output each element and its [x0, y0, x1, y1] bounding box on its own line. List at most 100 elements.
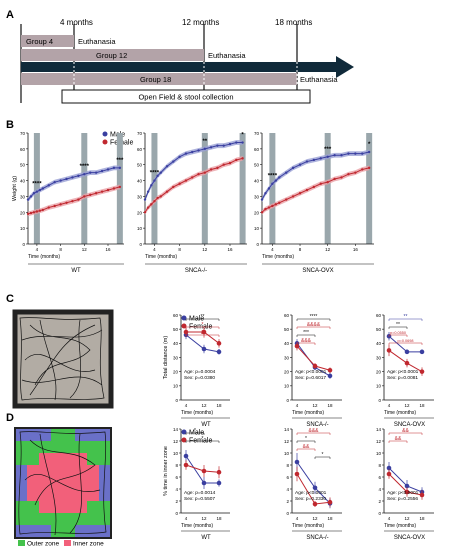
female-point	[216, 469, 222, 475]
male-point	[146, 190, 150, 193]
male-point	[165, 165, 169, 168]
male-point	[264, 192, 267, 195]
significance-bracket	[388, 342, 423, 345]
x-tick-label: 4	[388, 403, 391, 408]
legend-female-marker	[181, 323, 187, 329]
male-point	[361, 152, 364, 155]
x-tick-label: 18	[327, 516, 333, 521]
y-tick-label: 2	[175, 499, 178, 504]
male-point	[159, 171, 162, 174]
y-tick-label: 30	[173, 355, 179, 360]
x-tick-label: 4	[388, 516, 391, 521]
group-12-bar	[21, 49, 204, 61]
outer-zone-right-patch	[99, 465, 111, 501]
y-tick-label: 20	[376, 369, 382, 374]
stats-text: Age: p<0.0001	[387, 490, 419, 496]
y-tick-label: 4	[175, 487, 178, 492]
male-point	[294, 459, 300, 465]
group-label: WT	[71, 268, 81, 274]
y-tick-label: 30	[20, 194, 26, 199]
outer-zone-top-patch	[27, 428, 51, 441]
male-line	[27, 167, 120, 200]
time-bar	[33, 133, 40, 244]
movement-trace-d	[18, 431, 107, 536]
significance-text: **	[396, 322, 400, 328]
y-tick-label: 10	[284, 451, 290, 456]
x-tick-label: 12	[202, 247, 208, 252]
female-point	[165, 190, 169, 193]
x-tick-label: 16	[227, 247, 233, 252]
male-point	[271, 182, 274, 185]
y-tick-label: 0	[286, 398, 289, 403]
movement-trace-c	[19, 317, 105, 401]
significance-stars: ***	[324, 147, 332, 153]
female-point	[419, 492, 425, 498]
male-point	[26, 198, 30, 201]
significance-text: *	[194, 428, 196, 434]
x-tick-label: 12	[82, 247, 88, 252]
stats-text: Sex: p=0.2556	[387, 496, 418, 502]
female-point	[150, 203, 153, 206]
male-point	[83, 173, 86, 176]
x-axis-label: Time (months)	[384, 523, 416, 529]
x-tick-label: 12	[325, 247, 331, 252]
female-point	[183, 329, 189, 335]
y-tick-label: 60	[173, 313, 179, 318]
group-18-bar	[21, 73, 297, 85]
male-point	[41, 187, 45, 190]
female-point	[156, 196, 159, 200]
time-bar	[324, 133, 331, 244]
y-tick-label: 70	[254, 131, 260, 136]
male-point	[89, 171, 92, 174]
y-tick-label: 50	[20, 163, 26, 168]
female-point	[203, 171, 207, 174]
y-tick-label: 12	[284, 439, 290, 444]
female-point	[386, 348, 392, 353]
y-tick-label: 40	[376, 341, 382, 346]
male-point	[71, 176, 74, 179]
y-tick-label: 14	[284, 427, 290, 432]
x-tick-label: 8	[59, 247, 62, 252]
y-tick-label: 2	[378, 499, 381, 504]
female-point	[191, 176, 194, 179]
female-point	[354, 171, 357, 174]
inner-zone-cross	[27, 465, 99, 501]
y-tick-label: 40	[173, 341, 179, 346]
outer-zone-bottom-patch	[27, 525, 51, 538]
weight-chart-snca-ko: 0 10 20 30 40 50 60 70 4 8 12 16 Time (months) SNCA-/…	[137, 131, 247, 274]
male-point	[153, 179, 156, 182]
euthanasia-label-18: Euthanasia	[300, 75, 338, 84]
male-point	[201, 480, 207, 486]
female-point	[83, 195, 86, 198]
weight-chart-wt: 0 10 20 30 40 50 60 70 4 8 12 16 Weight (g) Time (mon…	[12, 131, 124, 274]
x-tick-label: 16	[105, 247, 111, 252]
female-point	[38, 209, 42, 212]
y-tick-label: 10	[173, 451, 179, 456]
x-axis-label: Time (months)	[384, 410, 416, 416]
y-tick-label: 50	[254, 163, 260, 168]
stats-text: Age: p<0.0001	[387, 369, 419, 375]
y-tick-label: 70	[20, 131, 26, 136]
significance-stars: ****	[32, 182, 42, 188]
female-point	[361, 168, 364, 171]
y-tick-label: 10	[20, 226, 26, 231]
stats-text: Sex: p=0.5507	[184, 496, 215, 502]
x-tick-label: 4	[185, 516, 188, 521]
significance-text: *	[202, 322, 204, 328]
y-tick-label: 6	[378, 475, 381, 480]
timepoint-label-12: 12 months	[182, 18, 219, 27]
male-point	[201, 346, 207, 352]
y-tick-label: 10	[254, 226, 260, 231]
male-point	[284, 171, 288, 174]
y-tick-label: 30	[284, 355, 290, 360]
female-point	[386, 471, 392, 477]
significance-bracket	[388, 318, 423, 321]
male-point	[222, 144, 225, 147]
y-tick-label: 40	[137, 179, 143, 184]
female-point	[106, 188, 110, 192]
x-tick-label: 18	[216, 403, 222, 408]
